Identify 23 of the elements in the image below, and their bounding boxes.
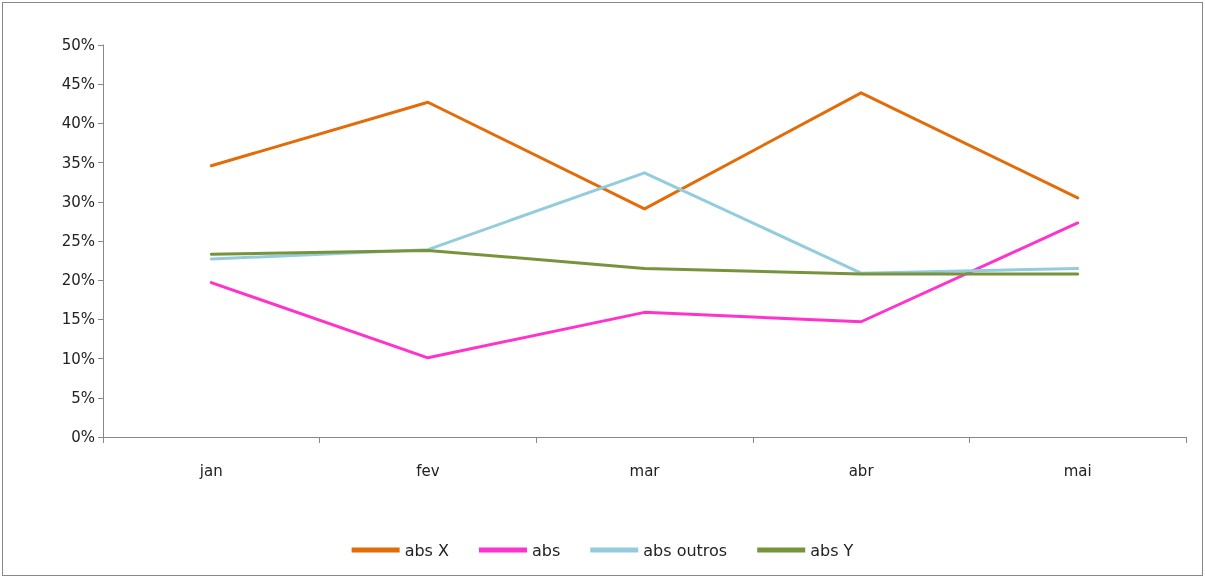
- legend-label: abs X: [404, 540, 450, 560]
- y-tick-label: 15%: [61, 310, 95, 329]
- x-tick-label: jan: [198, 461, 223, 480]
- y-tick-label: 35%: [61, 153, 95, 172]
- x-tick-label: abr: [848, 461, 875, 480]
- legend-label: abs outros: [643, 540, 728, 560]
- line-series: [209, 248, 1080, 276]
- x-tick-label: fev: [416, 461, 440, 480]
- line-series: [209, 91, 1080, 211]
- y-tick-label: 0%: [71, 428, 95, 446]
- y-tick-label: 30%: [61, 192, 95, 211]
- legend-label: abs: [531, 540, 561, 560]
- y-tick-label: 25%: [61, 232, 95, 250]
- line-series: [209, 221, 1080, 360]
- y-tick-label: 45%: [61, 75, 95, 94]
- x-tick-label: mar: [629, 461, 661, 480]
- x-tick-label: mai: [1063, 461, 1092, 480]
- legend-label: abs Y: [810, 540, 854, 560]
- y-tick-label: 40%: [61, 114, 95, 133]
- y-tick-label: 50%: [61, 36, 95, 54]
- y-tick-label: 5%: [71, 388, 95, 407]
- y-tick-label: 10%: [61, 349, 95, 368]
- y-tick-label: 20%: [61, 271, 95, 290]
